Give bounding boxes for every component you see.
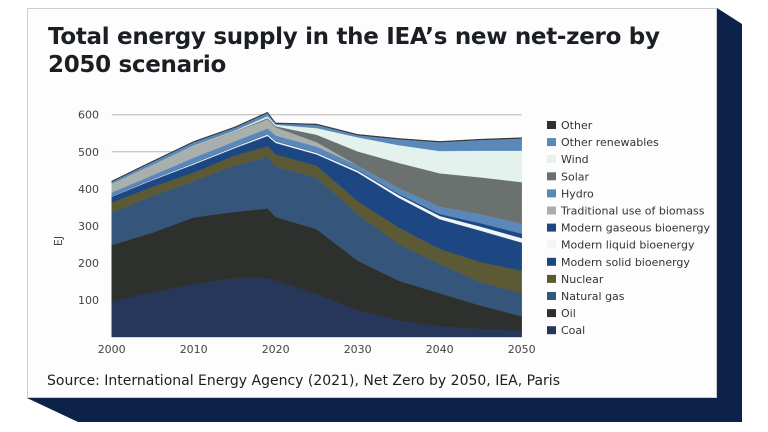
- legend-item: Modern gaseous bioenergy: [547, 222, 711, 235]
- legend-swatch: [547, 274, 556, 283]
- legend-label: Wind: [561, 153, 589, 166]
- legend-item: Nuclear: [547, 273, 604, 286]
- legend-item: Wind: [547, 153, 589, 166]
- legend-label: Modern gaseous bioenergy: [561, 222, 711, 235]
- legend-swatch: [547, 155, 556, 164]
- y-tick-label: 400: [78, 183, 99, 196]
- x-tick-label: 2010: [180, 343, 208, 356]
- y-tick-label: 200: [78, 257, 99, 270]
- area-other: [111, 111, 522, 183]
- legend-swatch: [547, 138, 556, 147]
- x-tick-label: 2000: [98, 343, 126, 356]
- legend-swatch: [547, 206, 556, 215]
- legend-swatch: [547, 121, 556, 129]
- legend-item: Other renewables: [547, 136, 659, 149]
- legend-label: Natural gas: [561, 290, 625, 303]
- legend-swatch: [547, 240, 556, 249]
- legend-item: Natural gas: [547, 290, 625, 303]
- legend-item: Oil: [547, 307, 576, 320]
- area-series: [111, 111, 522, 338]
- legend-label: Other: [561, 119, 593, 132]
- x-tick-label: 2020: [262, 343, 290, 356]
- y-axis-label: EJ: [52, 236, 65, 246]
- x-tick-label: 2030: [344, 343, 372, 356]
- legend-label: Hydro: [561, 187, 594, 200]
- legend-item: Modern solid bioenergy: [547, 256, 690, 269]
- x-tick-label: 2050: [508, 343, 536, 356]
- legend-swatch: [547, 309, 556, 318]
- legend-swatch: [547, 172, 556, 181]
- legend-swatch: [547, 223, 556, 232]
- legend-label: Modern solid bioenergy: [561, 256, 690, 269]
- legend-item: Modern liquid bioenergy: [547, 239, 695, 252]
- legend-swatch: [547, 189, 556, 198]
- chart-title: Total energy supply in the IEA’s new net…: [48, 24, 660, 78]
- legend-item: Hydro: [547, 187, 594, 200]
- legend-item: Other: [547, 119, 593, 132]
- y-tick-label: 100: [78, 294, 99, 307]
- legend-item: Coal: [547, 324, 585, 337]
- y-axis-ticks: 100 200 300 400 500 600: [78, 109, 99, 307]
- legend-swatch: [547, 257, 556, 266]
- y-tick-label: 300: [78, 220, 99, 233]
- x-tick-label: 2040: [426, 343, 454, 356]
- y-tick-label: 600: [78, 109, 99, 122]
- source-note: Source: International Energy Agency (202…: [47, 373, 560, 389]
- legend-swatch: [547, 292, 556, 300]
- legend-item: Traditional use of biomass: [547, 205, 705, 218]
- x-axis-ticks: 2000 2010 2020 2030 2040 2050: [98, 343, 536, 356]
- y-tick-label: 500: [78, 146, 99, 159]
- legend-label: Solar: [561, 170, 590, 183]
- legend-label: Traditional use of biomass: [560, 205, 705, 218]
- legend-label: Other renewables: [561, 136, 659, 149]
- legend-label: Modern liquid bioenergy: [561, 239, 695, 252]
- legend-label: Coal: [561, 324, 585, 337]
- legend-swatch: [547, 326, 556, 335]
- legend-label: Nuclear: [561, 273, 604, 286]
- legend: Other Other renewables Wind Solar Hydro Tradi…: [547, 119, 711, 337]
- legend-label: Oil: [561, 307, 576, 320]
- legend-item: Solar: [547, 170, 590, 183]
